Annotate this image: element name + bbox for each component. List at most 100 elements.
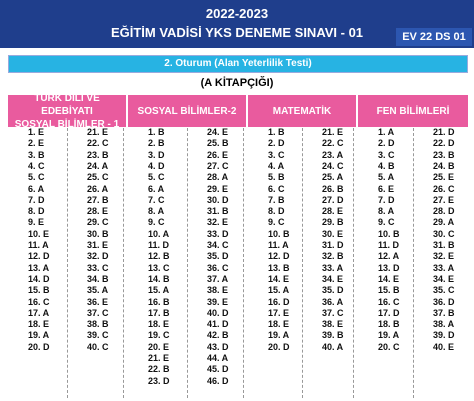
answer: 7. B (268, 194, 285, 205)
answer: 35. A (87, 285, 109, 296)
answer: 27. B (87, 194, 109, 205)
answer: 9. E (28, 217, 45, 228)
answer: 11. D (378, 240, 400, 250)
answer: 39. E (207, 296, 229, 307)
answer: 10. B (378, 228, 400, 239)
answer: 32. E (207, 217, 229, 228)
answer: 22. C (87, 138, 109, 149)
answer: 20. E (148, 341, 170, 352)
answer: 7. C (148, 194, 165, 205)
answer: 12. B (148, 251, 170, 262)
answer: 37. A (207, 273, 229, 284)
answer: 14. E (268, 273, 290, 284)
answer: 9. C (378, 217, 395, 228)
answer: 23. D (148, 375, 170, 386)
answer: 18. E (268, 319, 290, 330)
divider (302, 128, 303, 398)
section-title: TÜRK DİLİ VE EDEBİYATI (34, 92, 100, 117)
answer: 1. A (378, 127, 395, 137)
answer: 2. B (148, 138, 165, 149)
answer: 4. A (268, 160, 285, 171)
answer: 27. C (207, 160, 229, 171)
answer: 23. B (433, 149, 455, 160)
answer: 3. B (28, 149, 45, 160)
answer: 32. D (87, 251, 109, 262)
answer: 37. B (433, 307, 455, 318)
answer: 13. A (28, 262, 50, 273)
divider (413, 128, 414, 398)
answer: 15. B (378, 285, 400, 296)
answer: 26. C (433, 183, 455, 194)
divider (353, 128, 354, 398)
answer: 43. D (207, 341, 229, 352)
answer: 26. E (207, 149, 229, 160)
answer: 21. D (433, 127, 455, 137)
answer: 3. D (148, 149, 165, 160)
answer: 27. E (433, 194, 455, 205)
answer: 38. E (207, 285, 229, 296)
answer: 21. E (322, 127, 344, 137)
answer: 32. B (322, 251, 344, 262)
answer: 25. E (433, 172, 455, 183)
answer: 1. E (28, 127, 45, 137)
answer: 36. D (433, 296, 455, 307)
answer: 20. D (28, 341, 50, 352)
answer: 2. D (378, 138, 395, 149)
answer: 23. A (322, 149, 344, 160)
answer: 14. B (148, 273, 170, 284)
answer: 23. B (87, 149, 109, 160)
section-header: MATEMATİK (248, 95, 356, 127)
answer: 4. C (28, 160, 45, 171)
answer: 31. B (207, 206, 229, 217)
answer: 24. B (433, 160, 455, 171)
answer: 16. B (148, 296, 170, 307)
answer: 42. B (207, 330, 229, 341)
answer: 33. A (433, 262, 455, 273)
answer: 24. C (322, 160, 344, 171)
answer: 18. E (28, 319, 50, 330)
exam-code: EV 22 DS 01 (396, 28, 472, 46)
answer: 18. E (148, 319, 170, 330)
answer: 19. A (268, 330, 290, 341)
answer: 7. D (28, 194, 45, 205)
answer: 32. E (433, 251, 455, 262)
answer: 39. D (433, 330, 455, 341)
answer: 11. D (148, 240, 170, 250)
answer: 26. B (322, 183, 344, 194)
answer: 35. C (433, 285, 455, 296)
answer: 10. B (268, 228, 290, 239)
answer: 40. D (207, 307, 229, 318)
answer: 12. D (268, 251, 290, 262)
title: EĞİTİM VADİSİ YKS DENEME SINAVI - 01 (110, 25, 364, 40)
answer: 19. C (148, 330, 170, 341)
answer: 22. C (322, 138, 344, 149)
answer: 9. C (148, 217, 165, 228)
answer: 2. E (28, 138, 45, 149)
answer: 19. A (28, 330, 50, 341)
section-header: SOSYAL BİLİMLER-2 (128, 95, 246, 127)
answer: 34. C (207, 240, 229, 250)
answer: 28. E (87, 206, 109, 217)
answer: 4. D (148, 160, 165, 171)
answer: 24. A (87, 160, 109, 171)
answer: 40. E (433, 341, 455, 352)
answer: 33. A (322, 262, 344, 273)
answer: 4. B (378, 160, 395, 171)
answer: 13. B (268, 262, 290, 273)
answer: 25. A (322, 172, 344, 183)
section-title: SOSYAL BİLİMLER-2 (137, 105, 237, 117)
answer: 17. E (268, 307, 290, 318)
answer: 44. A (207, 353, 229, 363)
answer: 22. D (433, 138, 455, 149)
answer: 30. D (207, 194, 229, 205)
answer: 8. A (378, 206, 395, 217)
booklet: (A KİTAPÇIĞI) (200, 77, 274, 89)
answer: 21. E (148, 353, 170, 363)
answer: 33. D (207, 228, 229, 239)
answer: 28. E (322, 206, 344, 217)
answer: 21. E (87, 127, 109, 137)
answer: 6. A (28, 183, 45, 194)
answer: 41. D (207, 319, 229, 330)
divider (187, 128, 188, 398)
